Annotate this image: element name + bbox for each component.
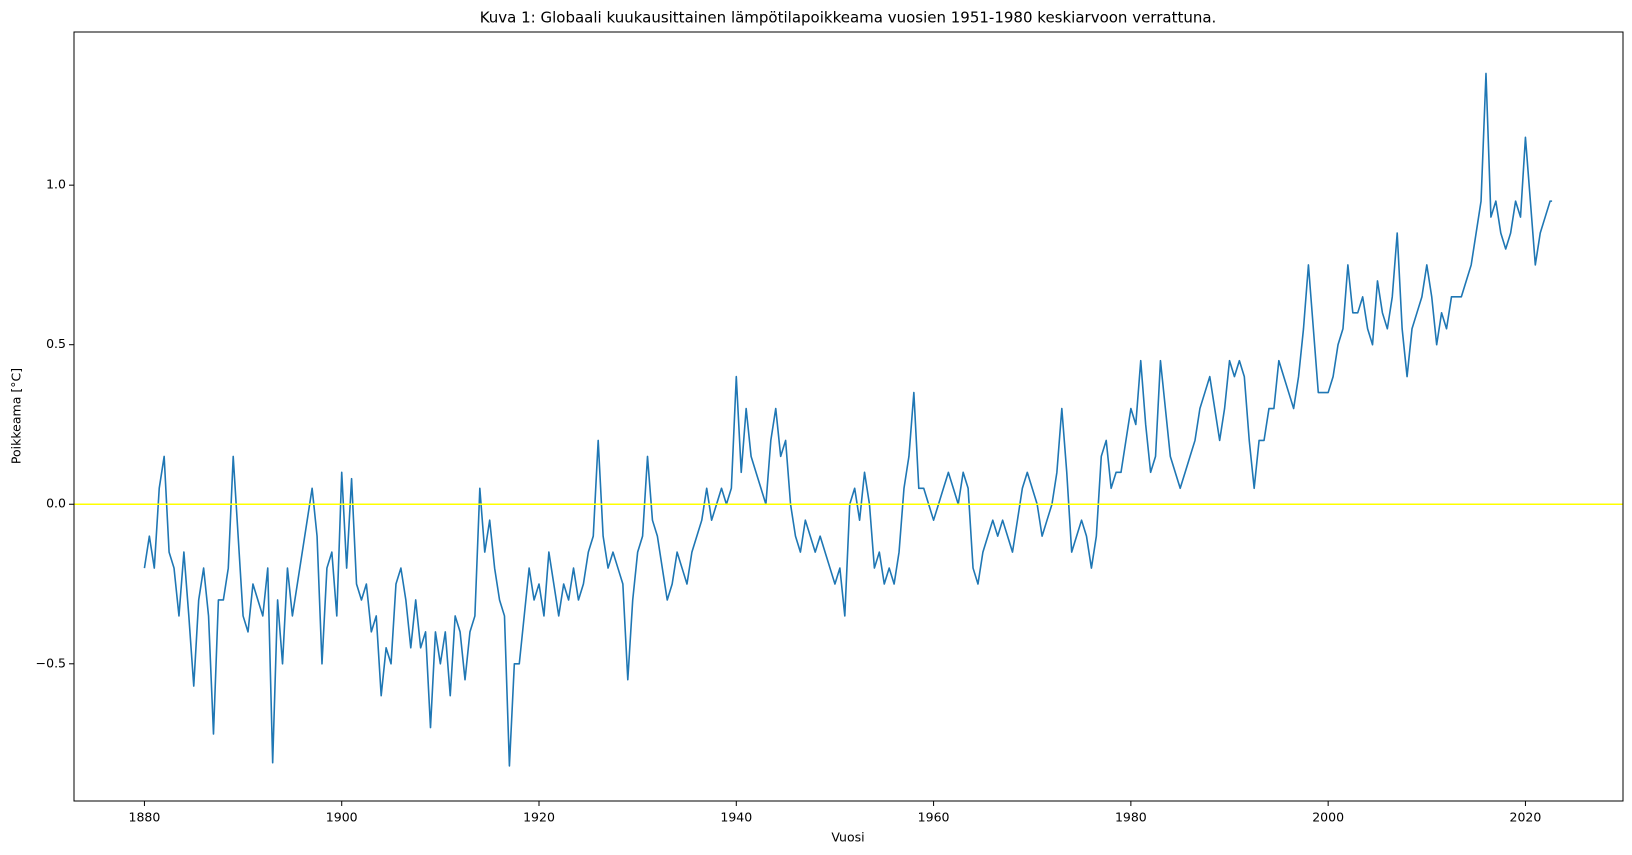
x-tick-label: 2020 [1510, 810, 1542, 825]
y-tick-label: −0.5 [36, 655, 66, 670]
chart-title: Kuva 1: Globaali kuukausittainen lämpöti… [480, 9, 1217, 27]
x-tick-label: 1900 [326, 810, 358, 825]
x-axis-label: Vuosi [831, 830, 864, 845]
x-tick-label: 1940 [720, 810, 752, 825]
x-tick-label: 2000 [1312, 810, 1344, 825]
x-tick-label: 1960 [918, 810, 950, 825]
x-tick-label: 1880 [129, 810, 161, 825]
y-tick-label: 1.0 [46, 177, 66, 192]
y-tick-label: 0.0 [46, 496, 66, 511]
y-tick-label: 0.5 [46, 336, 66, 351]
y-axis-label: Poikkeama [°C] [9, 368, 24, 464]
x-tick-label: 1980 [1115, 810, 1147, 825]
x-tick-label: 1920 [523, 810, 555, 825]
plot-frame [73, 31, 1624, 802]
